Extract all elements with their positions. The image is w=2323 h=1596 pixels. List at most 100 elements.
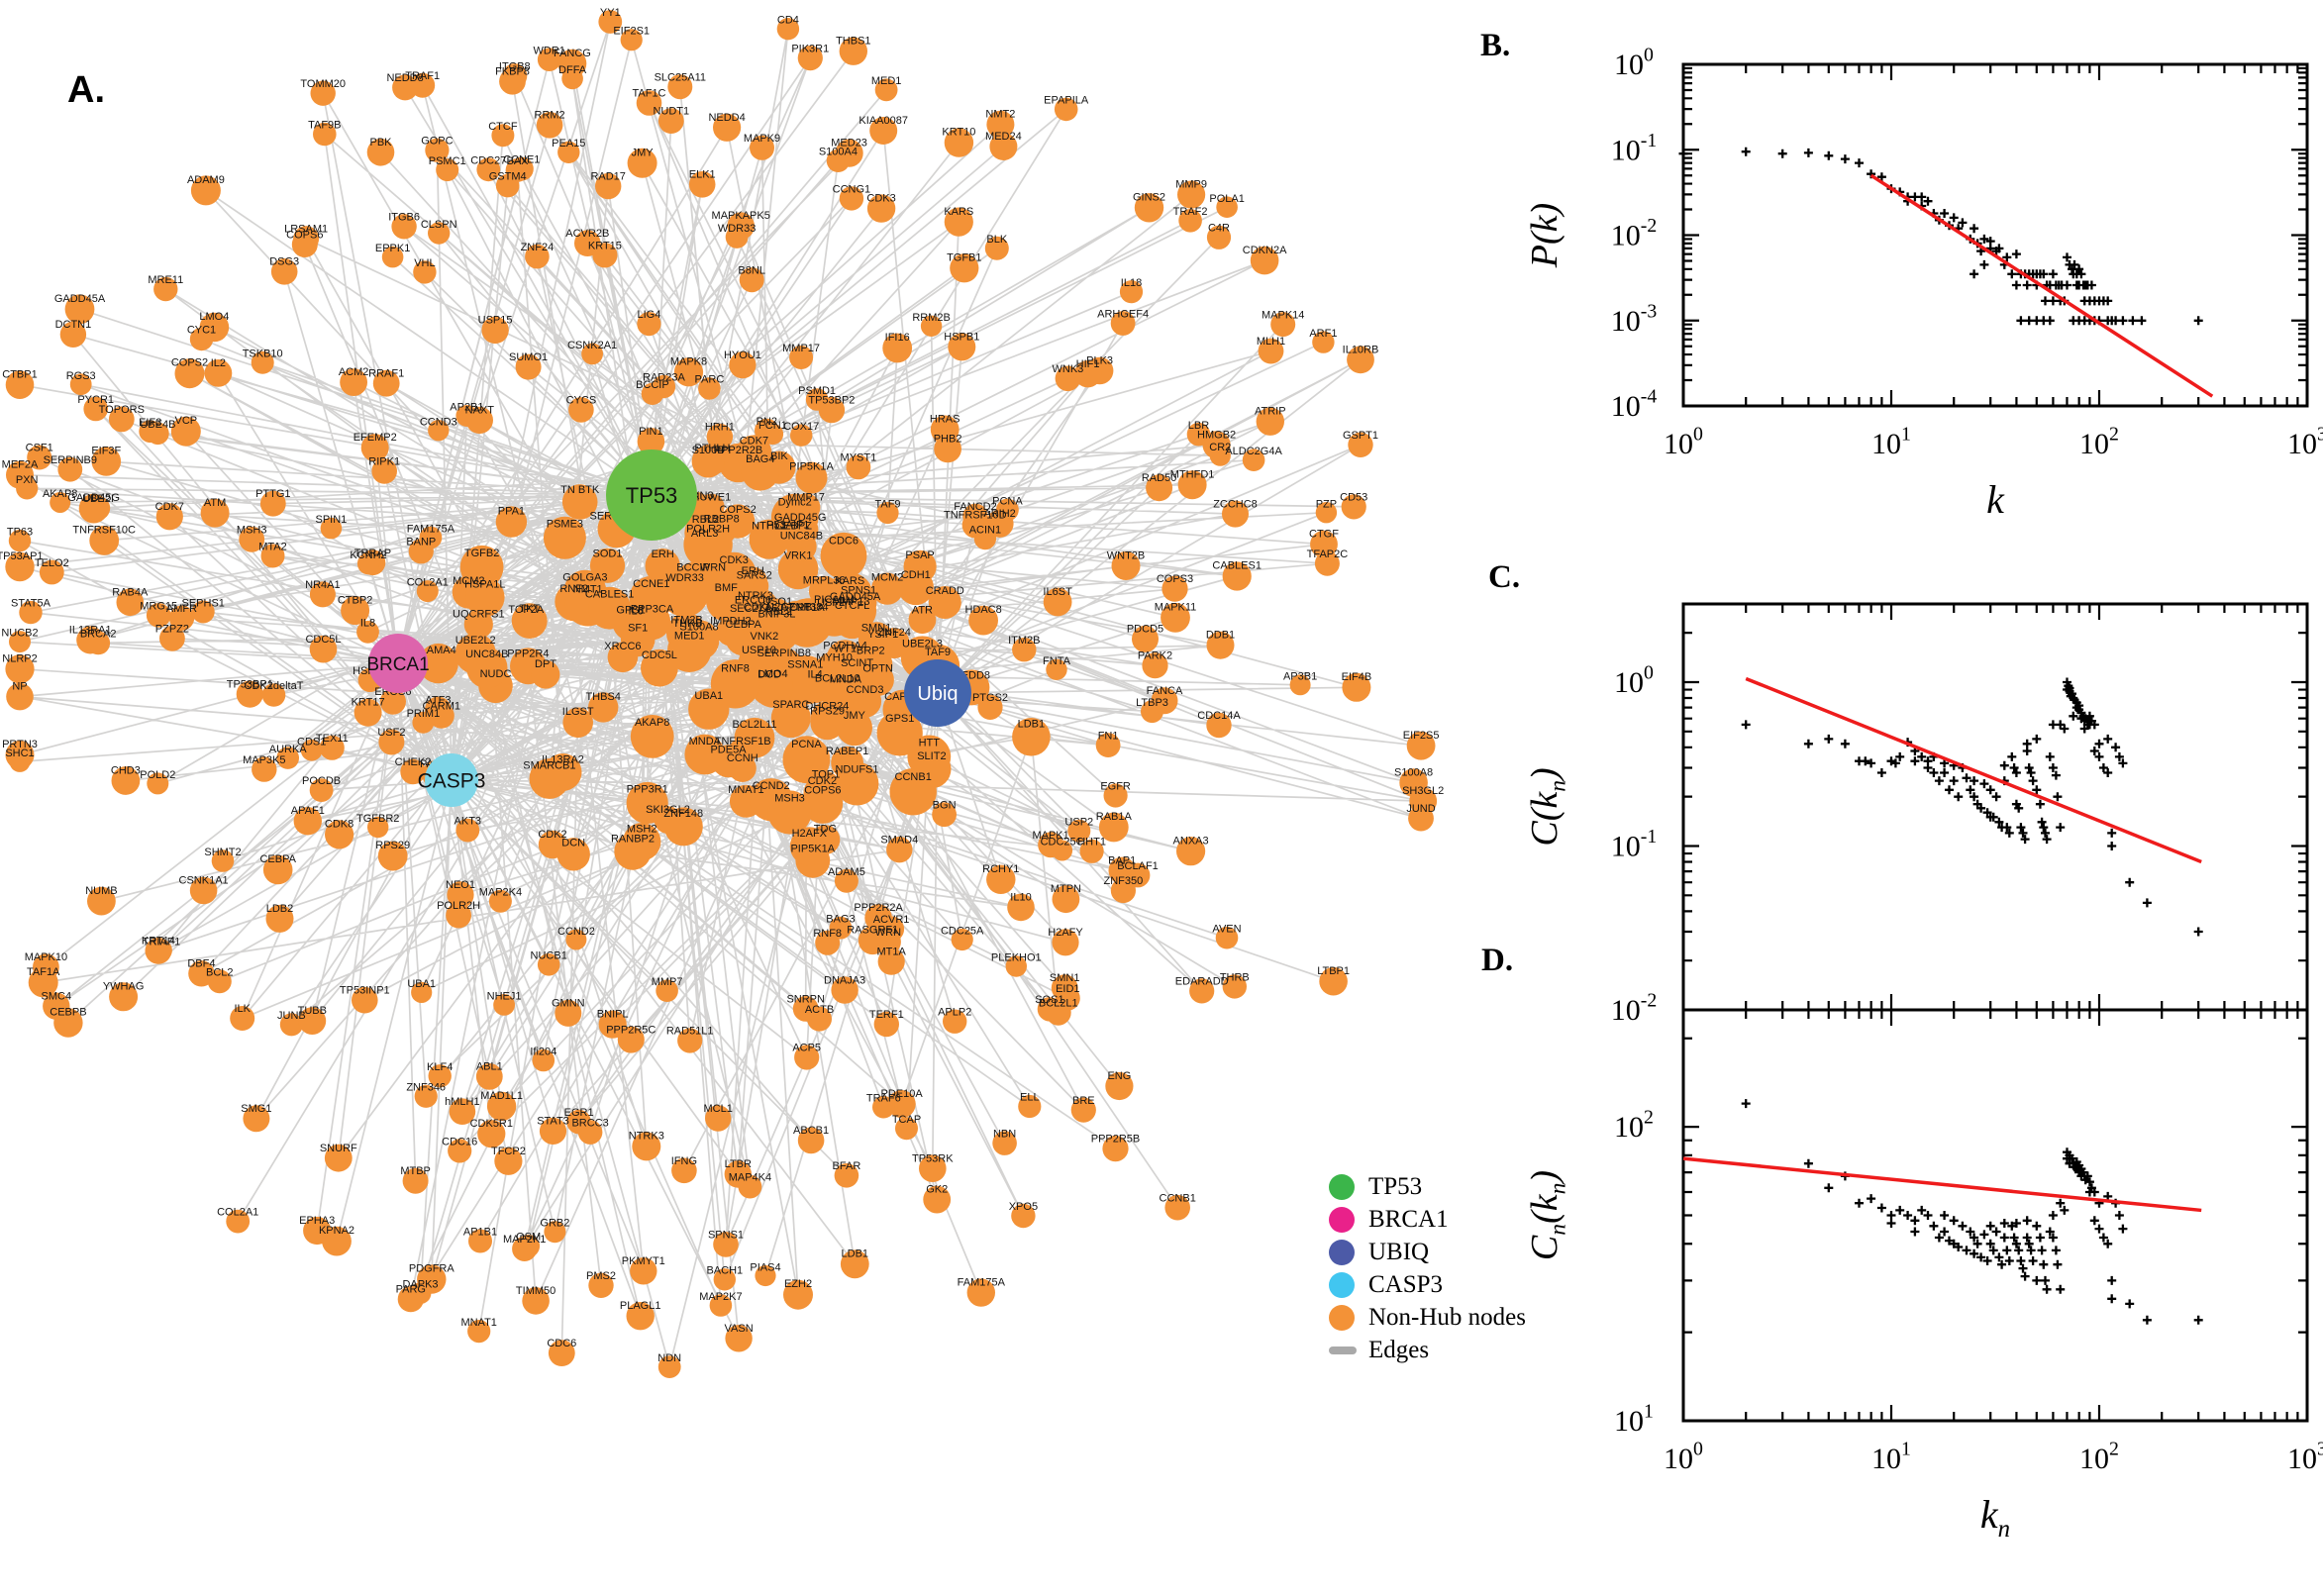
- gene-label: IL13RA1: [69, 625, 112, 637]
- gene-label: IL6: [628, 606, 643, 618]
- gene-label: BAP1: [1108, 854, 1136, 866]
- gene-label: PBK: [369, 137, 392, 149]
- gene-label: VHL: [414, 257, 435, 269]
- gene-label: CD4: [777, 15, 799, 27]
- network-node: [826, 149, 851, 172]
- gene-label: CTBP1: [2, 369, 37, 381]
- gene-label: PIN1: [639, 426, 662, 438]
- gene-label: GSTM4: [489, 171, 527, 183]
- network-node: [660, 568, 709, 618]
- panel-d-plot: 102 101 100 101 102 103 Cn​(kn​) kn​: [1524, 1008, 2323, 1543]
- network-node: [324, 1144, 353, 1172]
- network-node: [1186, 422, 1211, 447]
- gene-label: GADD45A: [54, 293, 106, 305]
- gene-label: TDG: [814, 824, 837, 836]
- gene-label: CDK2deltaT: [245, 680, 304, 692]
- gene-label: ATR: [912, 604, 933, 616]
- svg-text:102: 102: [2079, 1439, 2119, 1476]
- gene-label: USP2: [1064, 816, 1093, 828]
- gene-label: MRPL36: [803, 574, 846, 586]
- network-node: [802, 783, 844, 824]
- network-node: [691, 445, 725, 478]
- network-node: [588, 586, 631, 630]
- gene-label: RNF8: [721, 663, 750, 675]
- gene-label: SMAD4: [880, 835, 918, 847]
- gene-label: LRSAM1: [284, 224, 328, 236]
- gene-label: P53AIP1: [766, 520, 809, 532]
- gene-label: MMP17: [787, 492, 825, 504]
- network-node: [418, 643, 458, 684]
- network-node: [1206, 225, 1232, 249]
- network-node: [641, 648, 678, 687]
- network-node: [727, 212, 755, 240]
- network-node: [293, 807, 322, 836]
- network-node: [1046, 658, 1067, 680]
- gene-label: PARC: [695, 374, 725, 386]
- gene-label: CARM1: [423, 700, 461, 712]
- network-node: [789, 346, 814, 369]
- gene-label: H2AFX: [792, 828, 828, 840]
- network-node: [1103, 783, 1128, 808]
- gene-label: DPT: [535, 658, 556, 670]
- gene-label: MAP3K5: [243, 754, 285, 766]
- gene-label: LIG4: [637, 309, 660, 321]
- network-node: [512, 1236, 538, 1261]
- gene-label: NDUFS1: [835, 764, 878, 776]
- gene-label: HHT1: [1077, 837, 1106, 848]
- gene-label: PCNA: [992, 495, 1023, 507]
- gene-label: RNF8: [813, 928, 842, 940]
- network-node: [1018, 1094, 1042, 1119]
- gene-label: CSNK1A1: [179, 875, 229, 887]
- network-node: [204, 359, 233, 387]
- network-node: [9, 631, 31, 653]
- network-node: [950, 253, 979, 283]
- network-node: [1161, 602, 1190, 633]
- network-node: [637, 428, 665, 455]
- network-node: [309, 635, 338, 663]
- gene-label: BLK: [986, 234, 1007, 246]
- network-node: [889, 768, 937, 816]
- network-node: [736, 435, 772, 471]
- gene-label: CSF1: [26, 443, 53, 454]
- network-node: [139, 420, 162, 444]
- network-node: [627, 148, 657, 178]
- network-node: [372, 369, 400, 397]
- gene-label: COL2A1: [217, 1207, 258, 1219]
- network-node: [168, 605, 195, 631]
- network-node: [425, 138, 450, 162]
- network-node: [1222, 500, 1249, 528]
- gene-label: S100A4: [819, 147, 858, 158]
- gene-label: RPS29: [810, 706, 845, 718]
- network-node: [581, 343, 603, 365]
- gene-label: HYOU1: [724, 349, 761, 361]
- gene-label: KPNA2: [319, 1225, 354, 1237]
- network-node: [1406, 731, 1436, 760]
- gene-label: THBS1: [836, 36, 870, 48]
- gene-label: PRIM1: [407, 708, 441, 720]
- gene-label: WDR33: [718, 223, 757, 235]
- network-node: [557, 141, 580, 163]
- network-node: [1146, 474, 1173, 502]
- panel-c-plot: 100 10-1 10-2 C(kn​): [1524, 602, 2309, 1027]
- gene-label: IL6ST: [1043, 586, 1072, 598]
- gene-label: PTHLH: [694, 443, 730, 454]
- gene-label: CYC1: [187, 325, 216, 337]
- gene-label: GFI1B: [780, 602, 812, 614]
- network-node: [189, 327, 214, 351]
- gene-label: ACTB: [805, 1004, 834, 1016]
- gene-label: TERF1: [869, 1009, 904, 1021]
- gene-label: PLAGL1: [620, 1300, 661, 1312]
- gene-label: SKI3GL2: [646, 804, 690, 816]
- network-node: [886, 837, 913, 863]
- network-node: [1011, 1203, 1036, 1229]
- network-node: [985, 509, 1014, 538]
- network-node: [200, 498, 230, 528]
- gene-label: SMG1: [241, 1103, 271, 1115]
- gene-label: EIF3F: [91, 446, 121, 457]
- gene-label: TRAF6: [866, 1093, 901, 1105]
- gene-label: UBE4B: [140, 419, 175, 431]
- gene-label: PDGFRA: [409, 1263, 455, 1275]
- network-node: [805, 388, 829, 411]
- network-node: [1319, 966, 1348, 996]
- network-node: [876, 501, 899, 525]
